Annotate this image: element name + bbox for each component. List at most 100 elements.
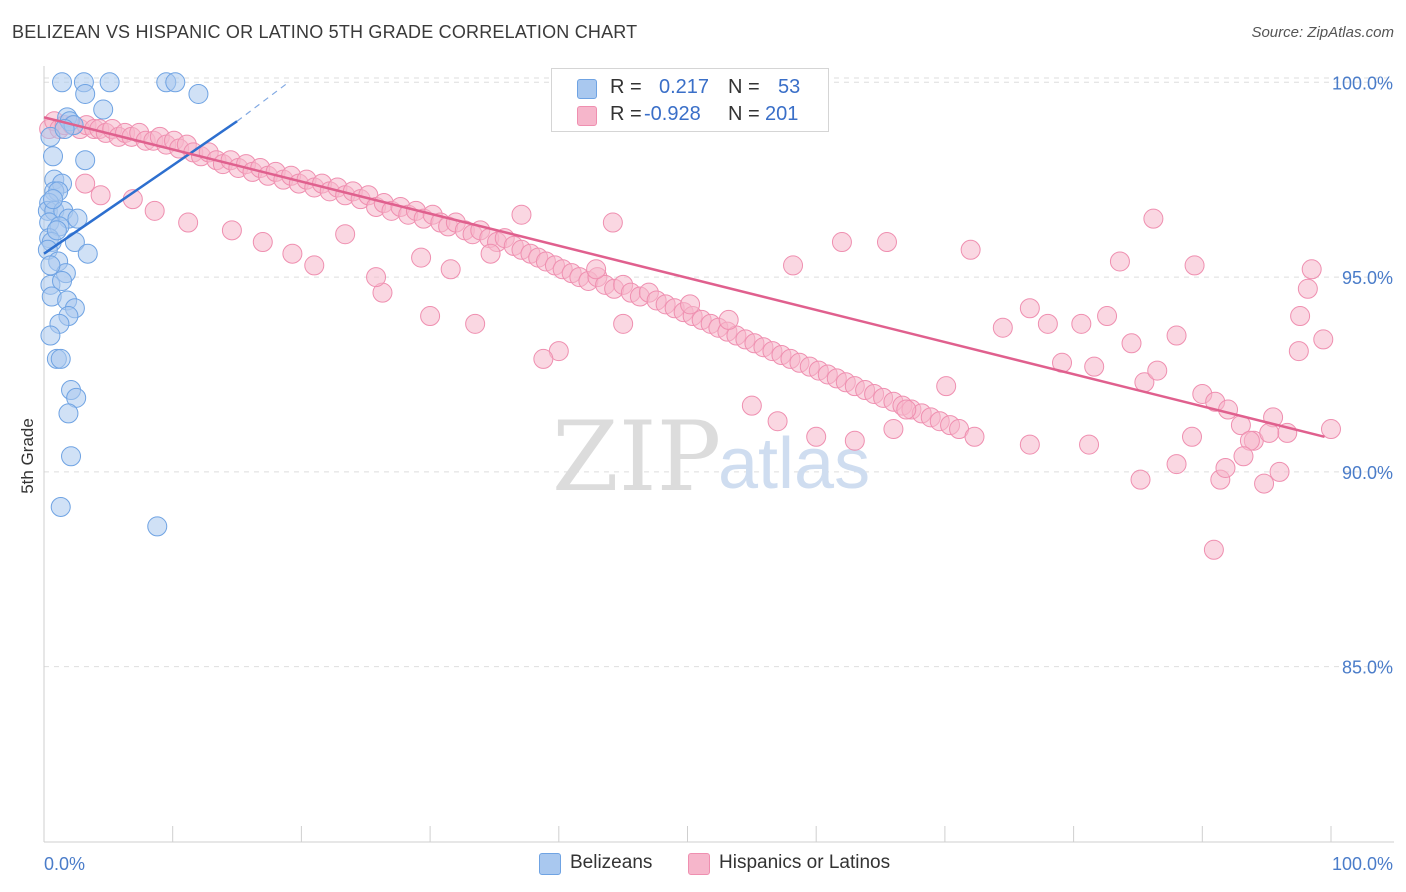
hispanics-point bbox=[883, 419, 904, 440]
hispanics-point bbox=[440, 259, 461, 280]
y-tick-label: 90.0% bbox=[1342, 463, 1393, 483]
y-tick-label: 100.0% bbox=[1332, 73, 1393, 93]
belizeans-point bbox=[52, 270, 73, 291]
hispanics-point bbox=[221, 220, 242, 241]
legend-swatch-hispanics bbox=[577, 106, 597, 126]
legend-n-value: 53 bbox=[778, 76, 801, 98]
hispanics-point bbox=[90, 185, 111, 206]
hispanics-point bbox=[1084, 356, 1105, 377]
chart-title: BELIZEAN VS HISPANIC OR LATINO 5TH GRADE… bbox=[12, 22, 638, 42]
legend-r-value: -0.928 bbox=[644, 103, 701, 125]
hispanics-point bbox=[1071, 313, 1092, 334]
belizeans-point bbox=[147, 516, 168, 537]
hispanics-point bbox=[75, 173, 96, 194]
hispanics-point bbox=[480, 243, 501, 264]
belizeans-point bbox=[77, 243, 98, 264]
hispanics-point bbox=[806, 426, 827, 447]
belizeans-point bbox=[40, 325, 61, 346]
belizeans-point bbox=[43, 146, 64, 167]
hispanics-point bbox=[144, 200, 165, 221]
belizeans-point bbox=[43, 189, 64, 210]
legend-n-value: 201 bbox=[765, 103, 799, 125]
hispanics-point bbox=[511, 204, 532, 225]
tick-labels: 85.0% 90.0% 95.0% 100.0% 0.0% 100.0% bbox=[44, 73, 1393, 874]
belizeans-point bbox=[50, 496, 71, 517]
hispanics-point bbox=[783, 255, 804, 276]
hispanics-point bbox=[1259, 422, 1280, 443]
hispanics-point bbox=[1019, 298, 1040, 319]
y-tick-label: 95.0% bbox=[1342, 268, 1393, 288]
bottom-legend-swatch-belizeans bbox=[539, 853, 561, 875]
hispanics-point bbox=[178, 212, 199, 233]
belizeans-point bbox=[40, 255, 61, 276]
bottom-legend-label-hispanics: Hispanics or Latinos bbox=[719, 852, 891, 873]
hispanics-point bbox=[1079, 434, 1100, 455]
legend-n-label: N = bbox=[728, 76, 760, 98]
bottom-legend-label-belizeans: Belizeans bbox=[570, 852, 653, 873]
belizeans-point bbox=[61, 446, 82, 467]
hispanics-point bbox=[964, 426, 985, 447]
legend-swatch-belizeans bbox=[577, 79, 597, 99]
hispanics-point bbox=[304, 255, 325, 276]
hispanics-point bbox=[1166, 325, 1187, 346]
hispanics-point bbox=[366, 267, 387, 288]
legend-row-belizeans: R = 0.217 N = 53 bbox=[552, 75, 828, 101]
hispanics-point bbox=[1290, 306, 1311, 327]
hispanics-point bbox=[1215, 457, 1236, 478]
belizeans-point bbox=[93, 99, 114, 120]
belizeans-point bbox=[75, 150, 96, 171]
watermark-atlas: atlas bbox=[718, 424, 870, 504]
stats-legend: R = 0.217 N = 53 R = -0.928 N = 201 bbox=[551, 68, 829, 132]
belizeans-point bbox=[67, 208, 88, 229]
legend-row-hispanics: R = -0.928 N = 201 bbox=[552, 102, 828, 128]
hispanics-point bbox=[1166, 454, 1187, 475]
hispanics-point bbox=[586, 259, 607, 280]
legend-r-label: R = bbox=[610, 76, 642, 98]
hispanics-point bbox=[613, 313, 634, 334]
hispanics-point bbox=[1203, 539, 1224, 560]
source-label: Source: ZipAtlas.com bbox=[1251, 24, 1394, 41]
hispanics-point bbox=[1321, 419, 1341, 440]
hispanics-point bbox=[960, 239, 981, 260]
hispanics-point bbox=[831, 232, 852, 253]
hispanics-point bbox=[420, 306, 441, 327]
belizeans-point bbox=[75, 83, 96, 104]
hispanics-point bbox=[1254, 473, 1275, 494]
x-tick-label-max: 100.0% bbox=[1332, 854, 1393, 874]
series-hispanics-points bbox=[39, 111, 1341, 560]
belizeans-point bbox=[165, 72, 186, 93]
y-tick-label: 85.0% bbox=[1342, 658, 1393, 678]
hispanics-point bbox=[1130, 469, 1151, 490]
hispanics-point bbox=[1121, 333, 1142, 354]
y-axis-title: 5th Grade bbox=[18, 418, 37, 494]
hispanics-point bbox=[465, 313, 486, 334]
belizeans-trend-line bbox=[43, 120, 238, 255]
hispanics-point bbox=[844, 430, 865, 451]
hispanics-point bbox=[1097, 306, 1118, 327]
hispanics-trend-line bbox=[43, 116, 1325, 439]
belizeans-point bbox=[50, 348, 71, 369]
watermark-zip: ZIP bbox=[552, 401, 721, 513]
hispanics-point bbox=[680, 294, 701, 315]
hispanics-point bbox=[1019, 434, 1040, 455]
hispanics-point bbox=[1301, 259, 1322, 280]
hispanics-point bbox=[896, 399, 917, 420]
hispanics-point bbox=[718, 309, 739, 330]
hispanics-point bbox=[767, 411, 788, 432]
hispanics-point bbox=[1182, 426, 1203, 447]
hispanics-point bbox=[1233, 446, 1254, 467]
hispanics-point bbox=[411, 247, 432, 268]
hispanics-point bbox=[533, 348, 554, 369]
legend-n-label: N = bbox=[728, 103, 760, 125]
hispanics-point bbox=[252, 232, 273, 253]
hispanics-point bbox=[335, 224, 356, 245]
bottom-legend-swatch-hispanics bbox=[688, 853, 710, 875]
hispanics-point bbox=[1218, 399, 1239, 420]
hispanics-point bbox=[1184, 255, 1205, 276]
hispanics-point bbox=[1143, 208, 1164, 229]
hispanics-point bbox=[602, 212, 623, 233]
hispanics-point bbox=[1037, 313, 1058, 334]
belizeans-point bbox=[99, 72, 120, 93]
hispanics-point bbox=[1288, 341, 1309, 362]
